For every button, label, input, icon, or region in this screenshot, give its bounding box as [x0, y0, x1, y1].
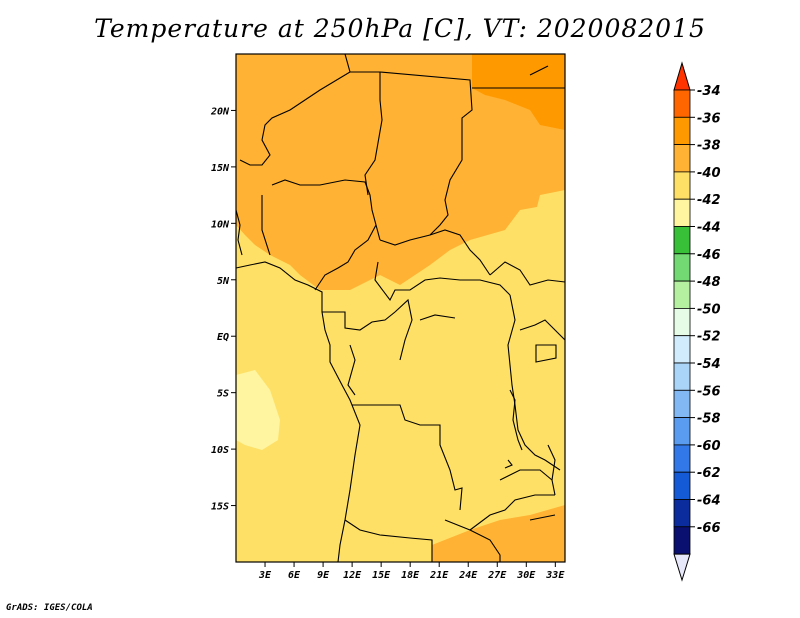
colorbar-swatch — [673, 389, 691, 418]
lake-tanganyika — [509, 389, 523, 451]
lat-tick-label: 10N — [211, 219, 230, 230]
border-botswana — [444, 519, 501, 562]
colorbar-swatch — [673, 280, 691, 309]
lon-tick-label: 30E — [516, 570, 536, 581]
lon-tick-label: 27E — [487, 570, 507, 581]
border-uganda-kenya — [519, 319, 565, 341]
colorbar-label: -44 — [697, 221, 721, 236]
lon-tick-label: 33E — [545, 570, 565, 581]
border-algeria-mali — [239, 54, 351, 166]
colorbar-label: -34 — [697, 84, 721, 99]
colorbar: -34 -36 -38 -40 -42 -44 -46 -48 -50 -52 -54 -56 -58 -… — [673, 61, 721, 582]
colorbar-label: -62 — [697, 466, 721, 481]
colorbar-swatch — [673, 307, 691, 337]
colorbar-swatch — [673, 444, 691, 473]
colorbar-label: -66 — [697, 521, 721, 536]
colorbar-label: -52 — [697, 330, 721, 345]
lat-tick-label: 15S — [211, 502, 229, 513]
colorbar-swatch — [673, 198, 691, 227]
lake-mweru — [504, 459, 513, 469]
field-band-38 — [236, 54, 565, 290]
border-benin — [261, 195, 271, 256]
border-angola — [352, 404, 463, 511]
colorbar-swatch — [673, 417, 691, 446]
colorbar-label: -54 — [697, 357, 721, 372]
border-nigeria-cameroon — [314, 224, 377, 291]
colorbar-label: -48 — [697, 275, 721, 290]
colorbar-swatch — [673, 171, 691, 200]
colorbar-swatch — [673, 526, 691, 555]
colorbar-label: -64 — [697, 494, 721, 509]
lat-tick-label: 5N — [217, 276, 230, 287]
colorbar-swatch — [673, 89, 691, 118]
colorbar-label: -46 — [697, 248, 721, 263]
colorbar-bottom-arrow — [673, 553, 691, 582]
longitude-axis: 3E 6E 9E 12E 15E 18E 21E 24E 27E 30E 33E — [258, 562, 565, 581]
colorbar-swatch — [673, 499, 691, 528]
field-band-42-sw — [236, 370, 280, 450]
colorbar-label: -42 — [697, 193, 721, 208]
colorbar-label: -36 — [697, 111, 721, 126]
coastline-west — [236, 261, 361, 562]
border-niger-nigeria — [271, 179, 381, 241]
lon-tick-label: 6E — [288, 570, 301, 581]
colorbar-swatch — [673, 144, 691, 173]
colorbar-label: -50 — [697, 302, 721, 317]
lon-tick-label: 12E — [343, 570, 362, 581]
field-band-36-ne — [472, 54, 565, 130]
chart-title: Temperature at 250hPa [C], VT: 202008201… — [94, 14, 706, 43]
lon-tick-label: 3E — [258, 570, 272, 581]
lon-tick-label: 9E — [317, 570, 330, 581]
lake-kariba — [529, 514, 556, 521]
colorbar-swatch — [673, 253, 691, 282]
lon-tick-label: 21E — [429, 570, 449, 581]
temperature-field — [236, 54, 565, 562]
colorbar-label: -38 — [697, 139, 721, 154]
lat-tick-label: 5S — [217, 389, 229, 400]
colorbar-swatch — [673, 226, 691, 255]
lon-tick-label: 18E — [401, 570, 420, 581]
colorbar-label: -40 — [697, 166, 721, 181]
colorbar-top-arrow — [673, 61, 691, 91]
colorbar-label: -56 — [697, 384, 721, 399]
lat-tick-label: 15N — [211, 163, 230, 174]
border-zambia-zimbabwe — [469, 494, 555, 531]
colorbar-label: -58 — [697, 412, 721, 427]
border-car-drc — [374, 261, 511, 302]
border-namibia — [344, 519, 433, 562]
border-zambia-tanzania — [499, 469, 556, 496]
red-sea-coast — [529, 65, 549, 76]
lat-tick-label: 20N — [210, 106, 230, 117]
coast-westbulge — [236, 209, 243, 256]
colorbar-label: -60 — [697, 439, 721, 454]
latitude-axis: 20N 15N 10N 5N EQ 5S 10S 15S — [210, 106, 236, 513]
border-gabon-congo — [322, 298, 413, 361]
border-congo-drc — [347, 344, 356, 396]
border-south-sudan — [489, 261, 565, 286]
colorbar-swatch — [673, 116, 691, 146]
border-chad-car — [379, 229, 491, 276]
lon-tick-label: 24E — [458, 570, 478, 581]
lon-tick-label: 15E — [372, 570, 391, 581]
lat-tick-label: EQ — [217, 332, 229, 343]
country-borders — [236, 54, 565, 562]
river-congo-north — [419, 314, 456, 321]
lake-victoria — [535, 344, 557, 363]
lake-malawi — [547, 444, 556, 481]
field-band-40-east — [530, 190, 565, 250]
colorbar-swatch — [673, 335, 691, 364]
border-libya-sudan — [379, 71, 473, 236]
colorbar-swatch — [673, 471, 691, 500]
credit-label: GrADS: IGES/COLA — [6, 603, 93, 613]
lat-tick-label: 10S — [211, 445, 229, 456]
map-frame — [235, 53, 566, 563]
colorbar-swatch — [673, 362, 691, 391]
